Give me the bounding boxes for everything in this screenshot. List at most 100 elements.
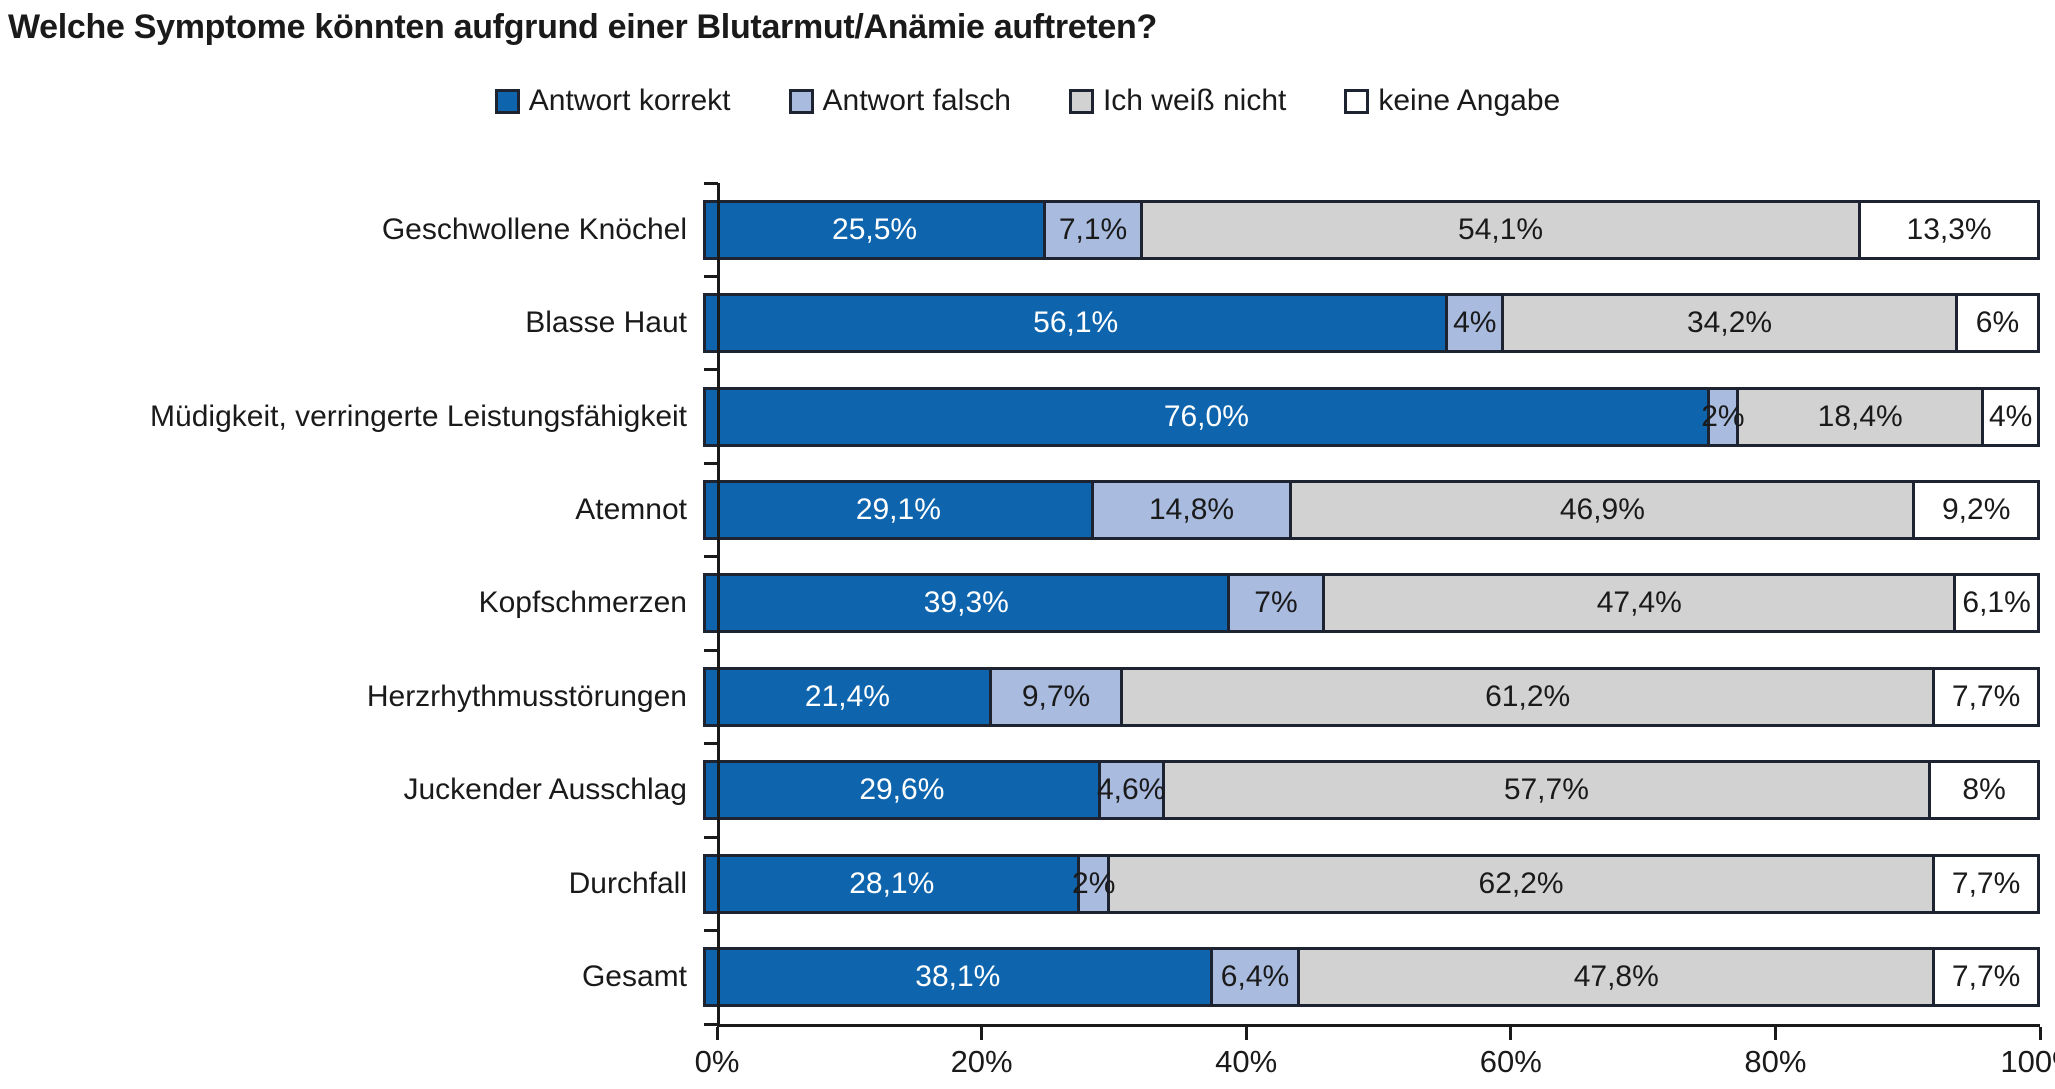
legend-item-antwort-falsch: Antwort falsch xyxy=(788,84,1011,118)
segment-value-label: 25,5% xyxy=(832,212,918,246)
segment-value-label: 9,2% xyxy=(1941,493,2011,527)
segment-ich-weiß-nicht: 47,4% xyxy=(1322,573,1957,634)
x-axis-tick xyxy=(715,1027,719,1040)
segment-value-label: 9,7% xyxy=(1021,679,1091,713)
segment-value-label: 7,7% xyxy=(1951,866,2021,900)
segment-value-label: 4% xyxy=(1453,306,1497,340)
x-axis-tick xyxy=(1244,1027,1248,1040)
category-label: Kopfschmerzen xyxy=(478,586,687,620)
stacked-bar: 21,4% 9,7% 61,2% 7,7% xyxy=(703,666,2040,727)
segment-ich-weiß-nicht: 47,8% xyxy=(1297,947,1936,1008)
segment-keine-angabe: 13,3% xyxy=(1858,199,2040,260)
segment-antwort-korrekt: 28,1% xyxy=(703,853,1081,914)
category-label: Juckender Ausschlag xyxy=(403,773,687,807)
stacked-bar: 25,5% 7,1% 54,1% 13,3% xyxy=(703,199,2040,260)
segment-antwort-korrekt: 56,1% xyxy=(703,293,1449,354)
category-label: Blasse Haut xyxy=(525,306,687,340)
segment-value-label: 76,0% xyxy=(1163,399,1249,433)
y-axis-tick xyxy=(704,929,718,933)
category-label: Atemnot xyxy=(575,493,687,527)
legend: Antwort korrekt Antwort falsch Ich weiß … xyxy=(0,84,2055,118)
segment-value-label: 7,7% xyxy=(1951,679,2021,713)
bar-row: Juckender Ausschlag 29,6% 4,6% 57,7% 8% xyxy=(0,744,2040,837)
bar-row: Gesamt 38,1% 6,4% 47,8% 7,7% xyxy=(0,931,2041,1024)
segment-value-label: 47,4% xyxy=(1596,586,1682,620)
legend-swatch-icon xyxy=(1344,88,1370,114)
y-axis-tick xyxy=(704,368,718,372)
stacked-bar: 56,1% 4% 34,2% 6% xyxy=(703,293,2040,354)
segment-value-label: 18,4% xyxy=(1817,399,1903,433)
y-axis-tick xyxy=(704,274,718,278)
y-axis-tick xyxy=(704,835,718,839)
legend-item-antwort-korrekt: Antwort korrekt xyxy=(494,84,731,118)
x-axis-tick-label: 100% xyxy=(2000,1044,2055,1079)
segment-value-label: 4% xyxy=(1988,399,2033,433)
stacked-bar: 29,1% 14,8% 46,9% 9,2% xyxy=(703,480,2040,541)
segment-antwort-falsch: 4% xyxy=(1445,293,1505,354)
x-axis-tick-label: 60% xyxy=(1479,1044,1542,1079)
segment-antwort-korrekt: 39,3% xyxy=(703,573,1230,634)
y-axis-tick xyxy=(704,461,718,465)
segment-antwort-falsch: 7% xyxy=(1226,573,1326,634)
x-axis-line xyxy=(717,1024,2040,1027)
y-axis-line xyxy=(717,183,720,1027)
segment-keine-angabe: 6,1% xyxy=(1953,573,2040,634)
segment-value-label: 8% xyxy=(1962,773,2006,807)
category-label: Durchfall xyxy=(568,866,687,900)
stacked-bar: 39,3% 7% 47,4% 6,1% xyxy=(703,573,2040,634)
segment-antwort-korrekt: 29,1% xyxy=(703,480,1094,541)
bar-row: Durchfall 28,1% 2% 62,2% 7,7% xyxy=(0,837,2040,930)
segment-ich-weiß-nicht: 57,7% xyxy=(1161,760,1932,821)
segment-value-label: 54,1% xyxy=(1458,212,1544,246)
segment-value-label: 6,4% xyxy=(1220,960,1290,994)
legend-swatch-icon xyxy=(494,88,520,114)
x-axis-tick xyxy=(2038,1027,2042,1040)
bar-row: Atemnot 29,1% 14,8% 46,9% 9,2% xyxy=(0,463,2040,556)
bar-row: Kopfschmerzen 39,3% 7% 47,4% 6,1% xyxy=(0,557,2040,650)
segment-value-label: 39,3% xyxy=(923,586,1009,620)
y-axis-tick xyxy=(704,181,718,185)
segment-antwort-falsch: 9,7% xyxy=(988,666,1124,727)
segment-value-label: 61,2% xyxy=(1485,679,1571,713)
segment-keine-angabe: 4% xyxy=(1981,386,2040,447)
y-axis-tick xyxy=(704,1022,718,1026)
stacked-bar: 28,1% 2% 62,2% 7,7% xyxy=(703,853,2040,914)
bar-row: Blasse Haut 56,1% 4% 34,2% 6% xyxy=(0,276,2040,369)
stacked-bar: 76,0% 2% 18,4% 4% xyxy=(703,386,2040,447)
legend-swatch-icon xyxy=(1068,88,1094,114)
segment-value-label: 2% xyxy=(1701,399,1745,433)
segment-value-label: 38,1% xyxy=(915,960,1001,994)
segment-value-label: 13,3% xyxy=(1906,212,1992,246)
segment-value-label: 7,1% xyxy=(1058,212,1128,246)
category-label: Gesamt xyxy=(581,960,687,994)
stacked-bar: 38,1% 6,4% 47,8% 7,7% xyxy=(703,947,2041,1008)
bar-rows: Geschwollene Knöchel 25,5% 7,1% 54,1% 13,3%… xyxy=(0,183,2041,1024)
segment-keine-angabe: 6% xyxy=(1954,293,2040,354)
segment-keine-angabe: 8% xyxy=(1928,760,2040,821)
segment-value-label: 34,2% xyxy=(1686,306,1773,340)
segment-ich-weiß-nicht: 46,9% xyxy=(1289,480,1916,541)
stacked-bar: 29,6% 4,6% 57,7% 8% xyxy=(703,760,2040,821)
segment-ich-weiß-nicht: 34,2% xyxy=(1501,293,1958,354)
x-axis-tick xyxy=(1773,1027,1777,1040)
segment-keine-angabe: 7,7% xyxy=(1932,947,2041,1008)
segment-ich-weiß-nicht: 54,1% xyxy=(1139,199,1862,260)
x-axis-tick-label: 80% xyxy=(1744,1044,1807,1079)
segment-value-label: 28,1% xyxy=(849,866,935,900)
legend-item-label: Ich weiß nicht xyxy=(1102,84,1287,117)
segment-antwort-falsch: 7,1% xyxy=(1043,199,1143,260)
chart-title: Welche Symptome könnten aufgrund einer B… xyxy=(8,8,1157,46)
segment-value-label: 21,4% xyxy=(804,679,890,713)
segment-antwort-korrekt: 76,0% xyxy=(703,386,1710,447)
segment-value-label: 46,9% xyxy=(1559,493,1645,527)
segment-antwort-falsch: 2% xyxy=(1701,386,1745,447)
segment-antwort-falsch: 4,6% xyxy=(1096,760,1166,821)
segment-value-label: 4,6% xyxy=(1096,773,1166,807)
x-axis-tick xyxy=(980,1027,984,1040)
segment-ich-weiß-nicht: 62,2% xyxy=(1106,853,1936,914)
segment-value-label: 6,1% xyxy=(1962,586,2031,620)
segment-value-label: 62,2% xyxy=(1478,866,1564,900)
segment-keine-angabe: 7,7% xyxy=(1932,853,2040,914)
legend-item-label: keine Angabe xyxy=(1378,84,1561,117)
